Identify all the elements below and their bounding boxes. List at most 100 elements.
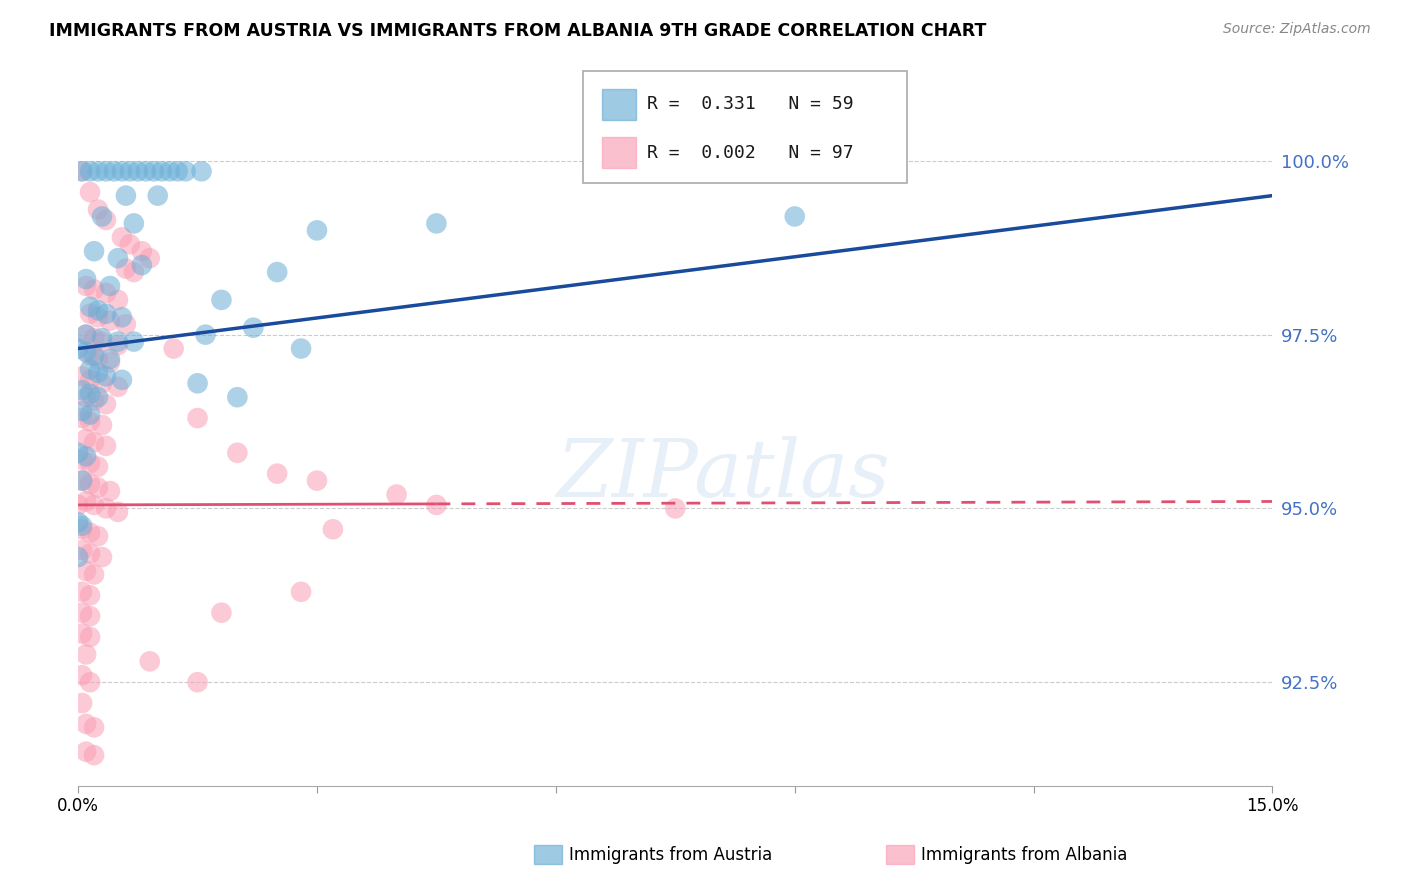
Point (150, 164, 173, 178)
Point (290, 584, 312, 599)
Point (70, 164, 93, 178)
Point (75, 745, 97, 759)
Point (79, 609, 101, 624)
Point (94, 439, 117, 453)
Point (115, 317, 138, 331)
Point (111, 230, 134, 244)
Point (115, 188, 138, 202)
Point (139, 251, 162, 265)
Point (783, 210, 806, 224)
Point (87, 351, 110, 366)
Point (118, 164, 141, 178)
Point (67, 516, 90, 530)
Point (79, 362, 101, 376)
Point (70, 411, 93, 425)
Point (98, 314, 121, 328)
Point (79, 373, 101, 387)
Point (91, 417, 114, 432)
Point (122, 216, 145, 230)
Point (91, 550, 114, 565)
Text: 15.0%: 15.0% (1246, 797, 1299, 815)
Text: Immigrants from Austria: Immigrants from Austria (569, 846, 773, 863)
Point (131, 258, 153, 272)
Point (107, 251, 129, 265)
Point (79, 547, 101, 561)
Point (111, 310, 134, 325)
Point (70, 404, 93, 418)
Point (94, 397, 117, 411)
Point (87, 303, 110, 318)
Point (83, 720, 105, 734)
Point (87, 202, 110, 217)
Point (290, 342, 312, 356)
Point (107, 293, 129, 307)
Point (107, 334, 129, 349)
Point (142, 164, 165, 178)
Point (75, 450, 97, 464)
Point (75, 272, 97, 286)
Point (79, 415, 101, 429)
Point (103, 164, 125, 178)
Point (127, 164, 149, 178)
Point (79, 630, 101, 644)
Point (75, 279, 97, 293)
Point (190, 164, 212, 178)
Point (79, 349, 101, 363)
Point (664, 501, 686, 516)
Point (187, 376, 209, 391)
Point (194, 327, 217, 342)
Point (70, 474, 93, 488)
Text: R =  0.331   N = 59: R = 0.331 N = 59 (647, 95, 853, 113)
Point (70, 518, 93, 533)
Point (75, 494, 97, 508)
Text: ZIPatlas: ZIPatlas (557, 435, 890, 513)
Point (94, 369, 117, 384)
Point (75, 390, 97, 404)
Point (226, 446, 249, 460)
Point (87, 529, 110, 543)
Point (75, 717, 97, 731)
Point (139, 654, 162, 668)
Point (75, 345, 97, 359)
Point (83, 748, 105, 763)
Point (135, 164, 157, 178)
Point (83, 567, 105, 582)
Point (98, 355, 121, 369)
Point (79, 386, 101, 401)
Point (425, 498, 447, 512)
Point (79, 525, 101, 540)
Point (94, 213, 117, 227)
Point (70, 474, 93, 488)
Point (75, 564, 97, 578)
Point (174, 164, 197, 178)
Text: R =  0.002   N = 97: R = 0.002 N = 97 (647, 144, 853, 161)
Point (425, 216, 447, 230)
Point (70, 369, 93, 384)
Text: IMMIGRANTS FROM AUSTRIA VS IMMIGRANTS FROM ALBANIA 9TH GRADE CORRELATION CHART: IMMIGRANTS FROM AUSTRIA VS IMMIGRANTS FR… (49, 22, 987, 40)
Point (305, 223, 328, 237)
Point (79, 456, 101, 470)
Point (146, 188, 169, 202)
Point (67, 498, 90, 512)
Point (385, 487, 408, 501)
Point (107, 380, 129, 394)
Point (159, 164, 181, 178)
Point (187, 675, 209, 690)
Point (87, 390, 110, 404)
Point (75, 648, 97, 662)
Point (79, 588, 101, 602)
Point (187, 411, 209, 425)
Point (70, 606, 93, 620)
Point (79, 300, 101, 314)
Point (87, 459, 110, 474)
Point (75, 327, 97, 342)
Point (94, 501, 117, 516)
Point (266, 467, 288, 481)
Text: 0.0%: 0.0% (58, 797, 98, 815)
Point (67, 446, 90, 460)
Point (70, 452, 93, 467)
Point (70, 584, 93, 599)
Point (79, 164, 101, 178)
Point (79, 408, 101, 422)
Point (98, 351, 121, 366)
